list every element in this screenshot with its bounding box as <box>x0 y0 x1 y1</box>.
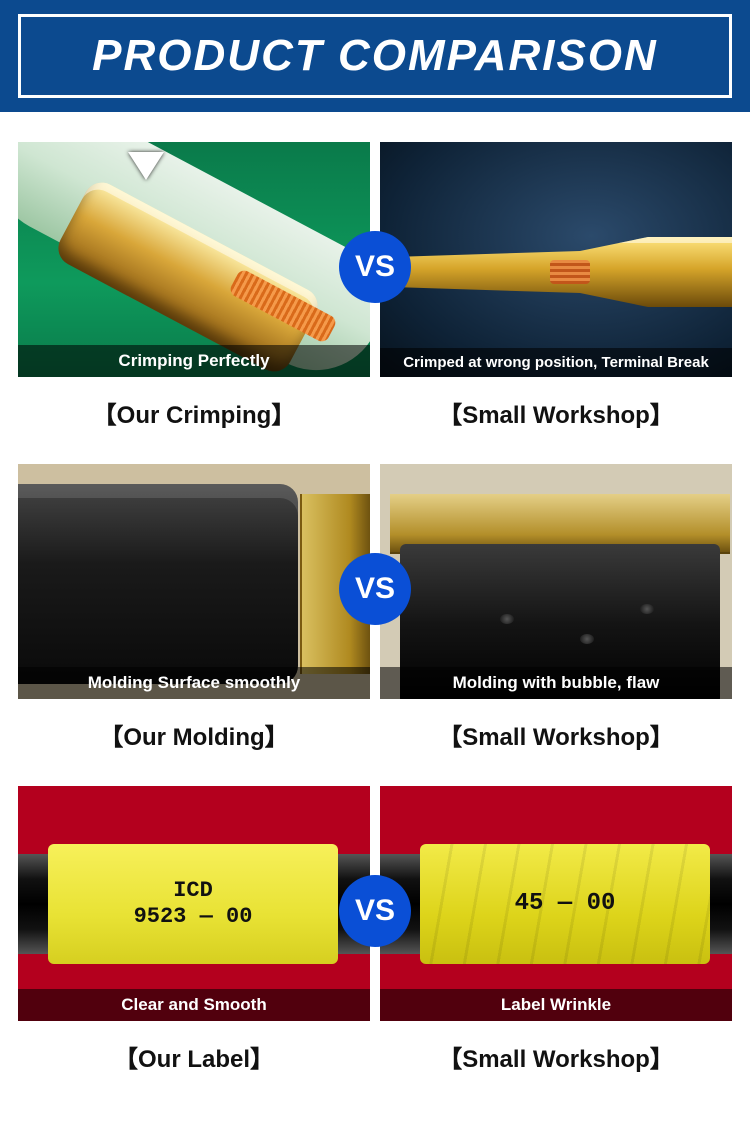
row-crimping: Crimping Perfectly 【Our Crimping】 Crimpe… <box>18 142 732 454</box>
image-molding-good: Molding Surface smoothly <box>18 464 370 699</box>
caption-molding-ours: 【Our Molding】 <box>18 699 370 776</box>
label-good-sticker: ICD 9523 — 00 <box>48 844 338 964</box>
header-border: PRODUCT COMPARISON <box>18 14 732 98</box>
cell-molding-ours: Molding Surface smoothly 【Our Molding】 <box>18 464 370 776</box>
row-label: ICD 9523 — 00 Clear and Smooth 【Our Labe… <box>18 786 732 1098</box>
caption-label-ours: 【Our Label】 <box>18 1021 370 1098</box>
vs-badge: VS <box>339 875 411 947</box>
row-molding: Molding Surface smoothly 【Our Molding】 M… <box>18 464 732 776</box>
image-crimping-good: Crimping Perfectly <box>18 142 370 377</box>
cell-crimping-ours: Crimping Perfectly 【Our Crimping】 <box>18 142 370 454</box>
image-crimping-bad: Crimped at wrong position, Terminal Brea… <box>380 142 732 377</box>
label-good-line1: ICD <box>173 878 213 903</box>
image-label-good: ICD 9523 — 00 Clear and Smooth <box>18 786 370 1021</box>
caption-molding-workshop: 【Small Workshop】 <box>380 699 732 776</box>
vs-badge: VS <box>339 231 411 303</box>
cell-molding-workshop: Molding with bubble, flaw 【Small Worksho… <box>380 464 732 776</box>
cell-crimping-workshop: Crimped at wrong position, Terminal Brea… <box>380 142 732 454</box>
image-molding-bad: Molding with bubble, flaw <box>380 464 732 699</box>
caption-crimping-ours: 【Our Crimping】 <box>18 377 370 454</box>
caption-crimping-workshop: 【Small Workshop】 <box>380 377 732 454</box>
cell-label-workshop: 45 — 00 Label Wrinkle 【Small Workshop】 <box>380 786 732 1098</box>
overlay-molding-good: Molding Surface smoothly <box>18 667 370 699</box>
header-banner: PRODUCT COMPARISON <box>0 0 750 112</box>
overlay-label-bad: Label Wrinkle <box>380 989 732 1021</box>
page-title: PRODUCT COMPARISON <box>21 31 729 81</box>
label-bad-sticker: 45 — 00 <box>420 844 710 964</box>
caption-label-workshop: 【Small Workshop】 <box>380 1021 732 1098</box>
overlay-crimping-bad: Crimped at wrong position, Terminal Brea… <box>380 348 732 377</box>
cell-label-ours: ICD 9523 — 00 Clear and Smooth 【Our Labe… <box>18 786 370 1098</box>
overlay-label-good: Clear and Smooth <box>18 989 370 1021</box>
label-bad-text: 45 — 00 <box>515 890 616 919</box>
overlay-crimping-good: Crimping Perfectly <box>18 345 370 377</box>
comparison-rows: Crimping Perfectly 【Our Crimping】 Crimpe… <box>0 112 750 1128</box>
label-good-line2: 9523 — 00 <box>134 904 253 929</box>
arrow-icon <box>128 152 164 180</box>
image-label-bad: 45 — 00 Label Wrinkle <box>380 786 732 1021</box>
vs-badge: VS <box>339 553 411 625</box>
overlay-molding-bad: Molding with bubble, flaw <box>380 667 732 699</box>
